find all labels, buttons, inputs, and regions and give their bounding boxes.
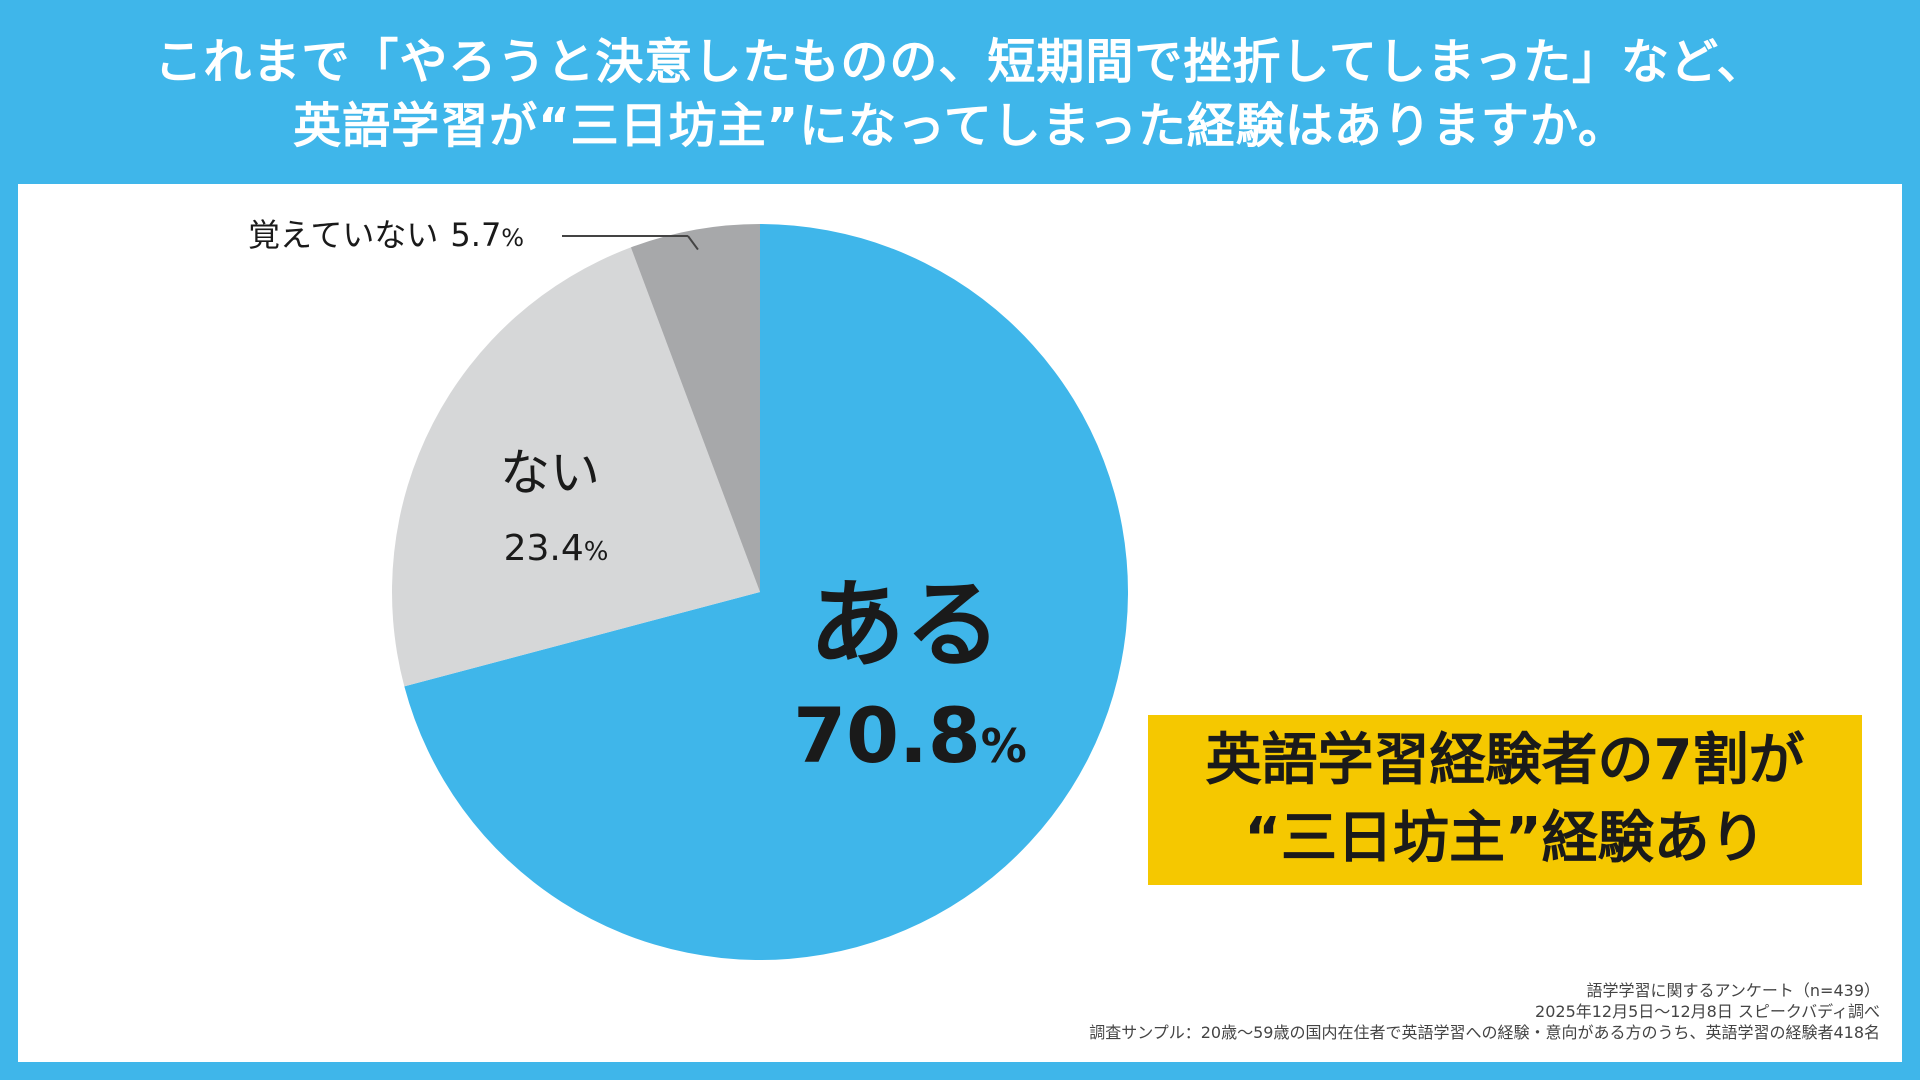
slice-value-nai: 23.4% bbox=[504, 528, 609, 569]
survey-footnote: 語学学習に関するアンケート（n=439） 2025年12月5日〜12月8日 スピ… bbox=[1089, 980, 1880, 1043]
question-title: これまで「やろうと決意したものの、短期間で挫折してしまった」など、 英語学習が“… bbox=[0, 30, 1920, 158]
footnote-line1: 語学学習に関するアンケート（n=439） bbox=[1586, 981, 1880, 1000]
callout-line2: “三日坊主”経験あり bbox=[1244, 806, 1766, 871]
footnote-line2: 2025年12月5日〜12月8日 スピークバディ調べ bbox=[1535, 1002, 1880, 1021]
slice-label-oboeteinai: 覚えていない 5.7% bbox=[248, 216, 524, 254]
callout-line1: 英語学習経験者の7割が bbox=[1205, 728, 1805, 793]
slice-aru bbox=[404, 224, 1129, 960]
slice-nai bbox=[392, 247, 760, 687]
slice-oboeteinai bbox=[630, 224, 760, 592]
question-title-line2: 英語学習が“三日坊主”になってしまった経験はありますか。 bbox=[293, 98, 1627, 154]
question-title-line1: これまで「やろうと決意したものの、短期間で挫折してしまった」など、 bbox=[154, 34, 1766, 90]
highlight-callout: 英語学習経験者の7割が “三日坊主”経験あり bbox=[1148, 715, 1862, 885]
slice-label-nai: ない bbox=[500, 444, 600, 502]
slice-label-aru: ある bbox=[809, 569, 1001, 681]
slice-value-aru: 70.8% bbox=[793, 691, 1027, 780]
footnote-line3: 調査サンプル：20歳〜59歳の国内在住者で英語学習への経験・意向がある方のうち、… bbox=[1089, 1023, 1880, 1042]
pie-slices bbox=[392, 224, 1129, 960]
leader-line-oboeteinai-arm bbox=[687, 235, 699, 251]
